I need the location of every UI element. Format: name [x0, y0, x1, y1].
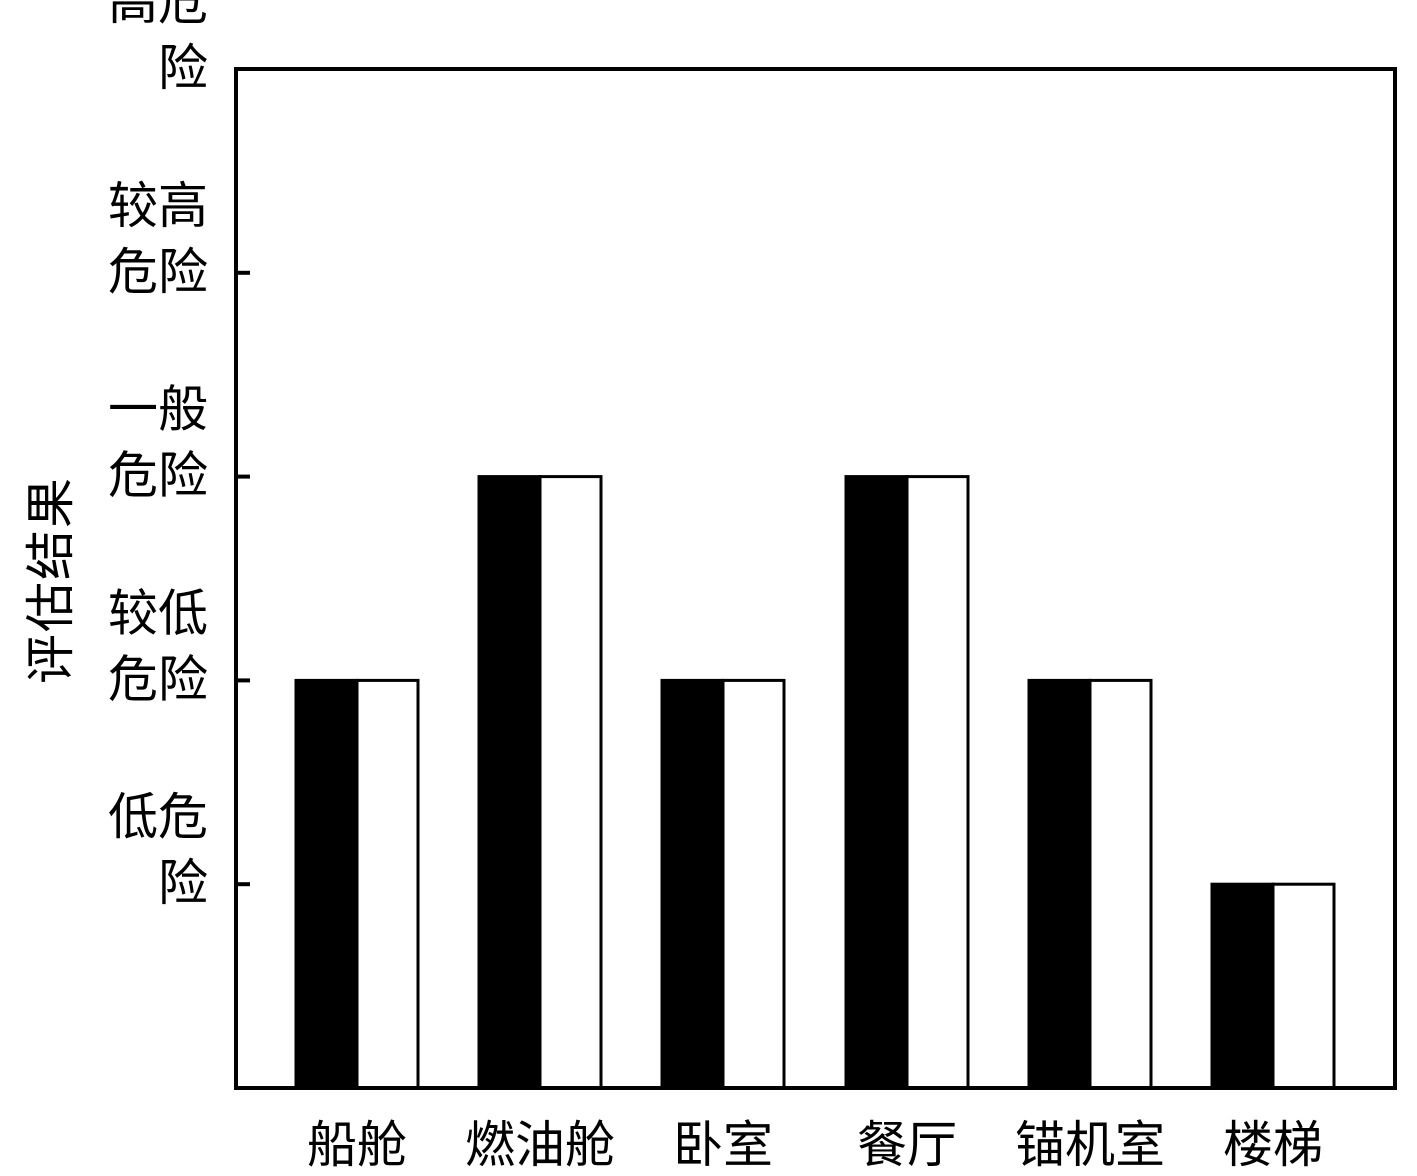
y-tick-label-line: 高危	[108, 0, 208, 31]
y-tick-label-line: 险	[158, 39, 208, 97]
y-tick-label-2: 一般危险	[108, 381, 208, 505]
y-tick-label-line: 危险	[108, 447, 208, 505]
y-tick-label-line: 低危	[108, 788, 208, 846]
y-axis-label: 评估结果	[22, 476, 80, 684]
bar-black-3	[844, 475, 909, 1090]
bar-white-1	[538, 475, 603, 1090]
y-tick-label-1: 较低危险	[108, 584, 208, 708]
y-tick-label-line: 较低	[108, 584, 208, 642]
y-tick-label-4: 高危险	[108, 0, 208, 97]
y-tick-label-line: 较高	[108, 177, 208, 235]
y-tick-label-line: 危险	[108, 243, 208, 301]
bar-black-0	[294, 678, 359, 1090]
bar-white-2	[721, 678, 786, 1090]
bar-white-0	[355, 678, 420, 1090]
bar-black-2	[660, 678, 725, 1090]
x-category-label-4: 锚机室	[1015, 1116, 1165, 1174]
bar-black-1	[477, 475, 542, 1090]
bars-group	[294, 475, 1336, 1090]
y-tick-label-line: 险	[158, 854, 208, 912]
x-axis-labels: 船舱 燃油舱 卧室 餐厅 锚机室 楼梯	[307, 1116, 1323, 1174]
y-tick-label-line: 一般	[108, 381, 208, 439]
bar-white-3	[905, 475, 970, 1090]
x-category-label-5: 楼梯	[1223, 1116, 1323, 1174]
bar-white-5	[1271, 882, 1336, 1090]
bar-white-4	[1088, 678, 1153, 1090]
x-category-label-3: 餐厅	[857, 1116, 957, 1174]
bar-black-5	[1210, 882, 1275, 1090]
x-category-label-2: 卧室	[673, 1116, 773, 1174]
x-category-label-0: 船舱	[307, 1116, 407, 1174]
plot-frame	[234, 67, 1397, 1090]
x-category-label-1: 燃油舱	[465, 1116, 615, 1174]
y-tick-label-line: 危险	[108, 650, 208, 708]
y-tick-label-0: 低危险	[108, 788, 208, 912]
y-tick-label-3: 较高危险	[108, 177, 208, 301]
bar-black-4	[1027, 678, 1092, 1090]
